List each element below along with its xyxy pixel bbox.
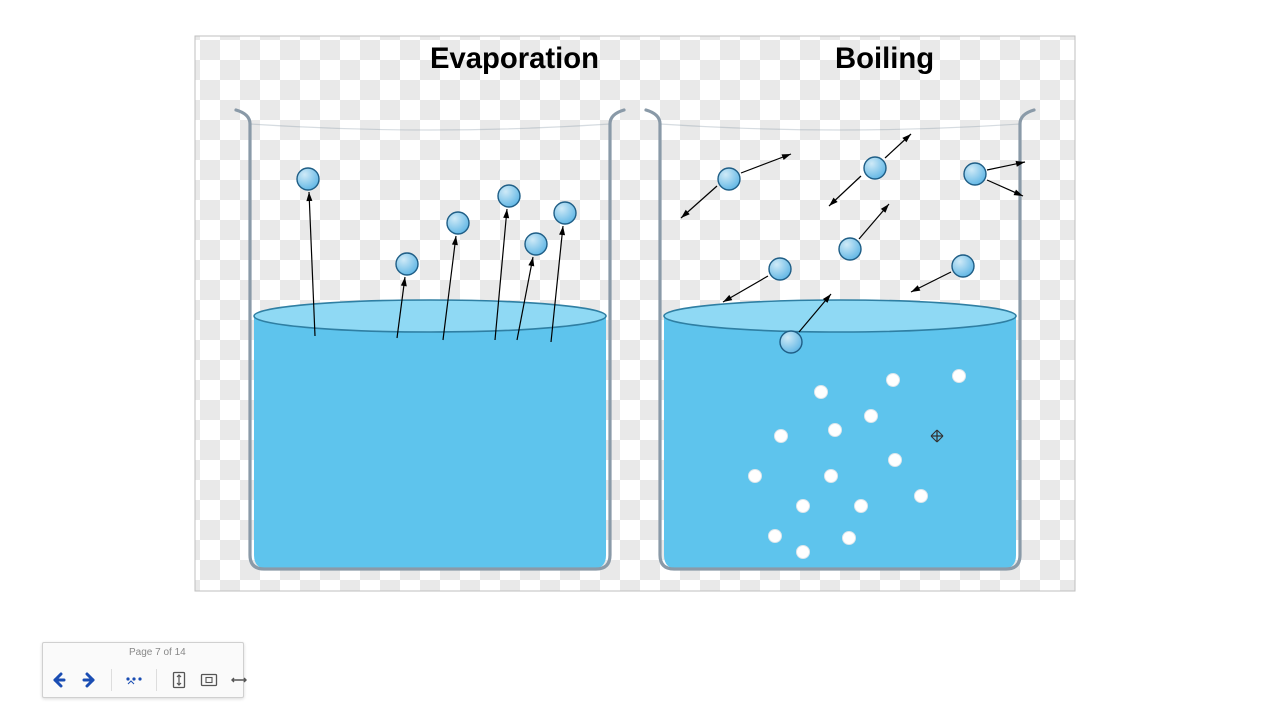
viewer-toolbar: Page 7 of 14 — [42, 642, 244, 698]
title-boiling: Boiling — [835, 43, 934, 75]
toolbar-separator — [111, 669, 112, 691]
fit-width-icon — [229, 674, 249, 686]
more-options-button[interactable] — [124, 670, 144, 690]
prev-page-button[interactable] — [49, 670, 69, 690]
arrow-left-icon — [51, 672, 67, 688]
fit-height-icon — [172, 671, 186, 689]
fit-page-icon — [200, 673, 218, 687]
diagram-svg: Evaporation Boiling — [0, 0, 1280, 720]
page-indicator: Page 7 of 14 — [129, 647, 186, 658]
toolbar-separator — [156, 669, 157, 691]
fit-width-button[interactable] — [229, 670, 249, 690]
fit-height-button[interactable] — [169, 670, 189, 690]
title-evaporation: Evaporation — [430, 43, 599, 75]
fit-page-button[interactable] — [199, 670, 219, 690]
arrow-right-icon — [81, 672, 97, 688]
next-page-button[interactable] — [79, 670, 99, 690]
diagram-canvas: Evaporation Boiling — [0, 0, 1280, 720]
ellipsis-icon — [125, 675, 143, 685]
